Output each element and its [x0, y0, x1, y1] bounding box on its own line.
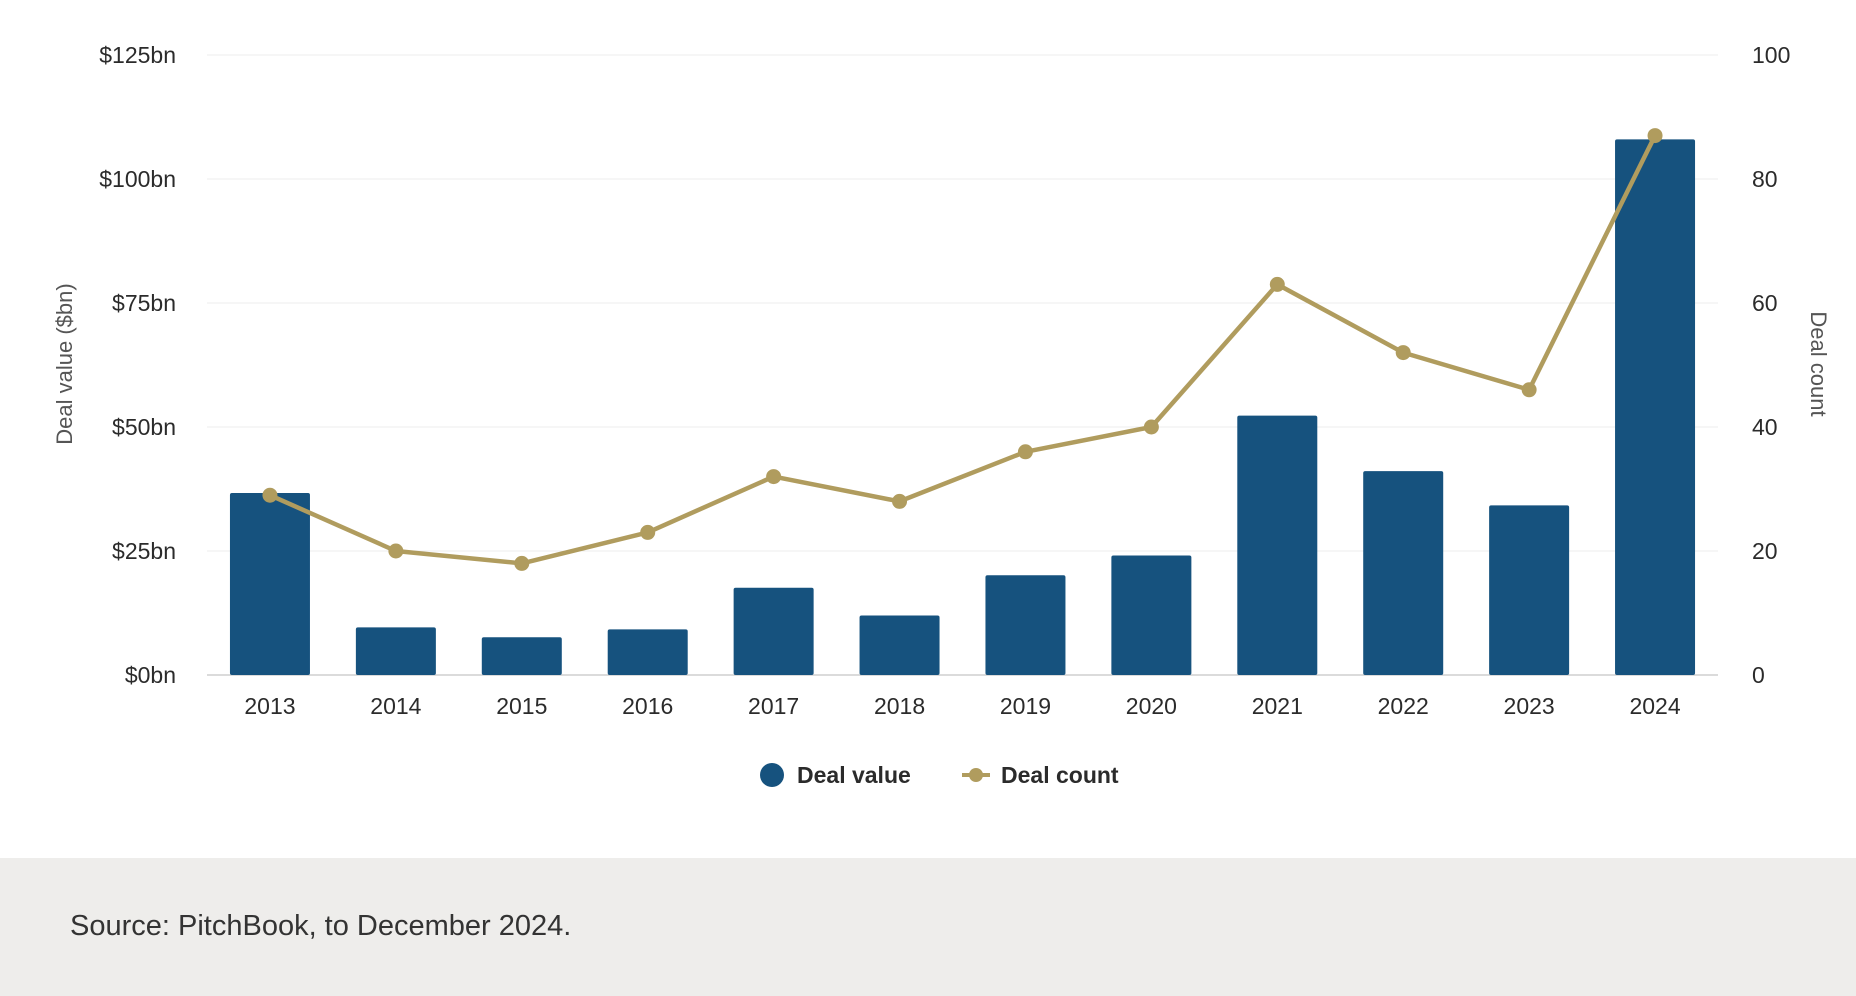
bar-series	[229, 139, 1696, 675]
bar-deal-value	[229, 492, 310, 675]
legend-deal-count-marker	[969, 768, 983, 782]
left-axis-ticks: $0bn $25bn $50bn $75bn $100bn $125bn	[99, 42, 176, 688]
right-tick-label: 0	[1752, 662, 1765, 688]
bar-deal-value	[859, 615, 940, 675]
point-deal-count	[640, 524, 656, 540]
bar-deal-value	[733, 587, 814, 675]
right-tick-label: 20	[1752, 538, 1778, 564]
x-tick-label: 2015	[496, 693, 547, 719]
bar-deal-value	[607, 629, 688, 675]
bar-deal-value	[1237, 415, 1318, 675]
right-tick-label: 100	[1752, 42, 1790, 68]
left-tick-label: $50bn	[112, 414, 176, 440]
legend-deal-value-label: Deal value	[797, 762, 911, 788]
bar-deal-value	[355, 627, 436, 675]
point-deal-count	[514, 555, 530, 571]
x-tick-label: 2019	[1000, 693, 1051, 719]
x-tick-label: 2013	[244, 693, 295, 719]
left-tick-label: $0bn	[125, 662, 176, 688]
x-tick-label: 2022	[1378, 693, 1429, 719]
x-axis-ticks: 2013 2014 2015 2016 2017 2018 2019 2020 2021 2022…	[244, 693, 1680, 719]
left-tick-label: $25bn	[112, 538, 176, 564]
x-tick-label: 2020	[1126, 693, 1177, 719]
line-series	[262, 128, 1663, 571]
point-deal-count	[1017, 444, 1033, 460]
point-deal-count	[1395, 345, 1411, 361]
bar-deal-value	[481, 637, 562, 675]
x-tick-label: 2023	[1504, 693, 1555, 719]
gridlines	[207, 54, 1718, 676]
left-tick-label: $100bn	[99, 166, 176, 192]
x-tick-label: 2021	[1252, 693, 1303, 719]
x-tick-label: 2018	[874, 693, 925, 719]
point-deal-count	[1521, 382, 1537, 398]
x-tick-label: 2024	[1629, 693, 1680, 719]
legend: Deal value Deal count	[760, 762, 1119, 788]
right-axis-ticks: 0 20 40 60 80 100	[1752, 42, 1790, 688]
point-deal-count	[1269, 276, 1285, 292]
chart-area: $0bn $25bn $50bn $75bn $100bn $125bn 0 20 40 60 8…	[52, 42, 1831, 788]
point-deal-count	[892, 493, 908, 509]
left-tick-label: $75bn	[112, 290, 176, 316]
x-tick-label: 2016	[622, 693, 673, 719]
bar-deal-value	[1363, 471, 1444, 675]
legend-deal-value-marker	[760, 763, 784, 787]
line-deal-count	[269, 134, 1658, 566]
point-deal-count	[1647, 128, 1663, 144]
right-tick-label: 60	[1752, 290, 1778, 316]
bar-deal-value	[1615, 139, 1696, 675]
point-deal-count	[766, 469, 782, 485]
x-tick-label: 2017	[748, 693, 799, 719]
x-tick-label: 2014	[370, 693, 421, 719]
right-tick-label: 80	[1752, 166, 1778, 192]
bar-deal-value	[1489, 505, 1570, 675]
left-tick-label: $125bn	[99, 42, 176, 68]
bar-deal-value	[1111, 555, 1192, 675]
bar-deal-value	[985, 575, 1066, 675]
right-tick-label: 40	[1752, 414, 1778, 440]
point-deal-count	[388, 543, 404, 559]
combo-chart: $0bn $25bn $50bn $75bn $100bn $125bn 0 20 40 60 8…	[52, 42, 1831, 788]
legend-deal-count-label: Deal count	[1001, 762, 1119, 788]
point-deal-count	[1143, 419, 1159, 435]
right-axis-title: Deal count	[1806, 311, 1831, 416]
source-footer: Source: PitchBook, to December 2024.	[0, 858, 1856, 996]
point-deal-count	[262, 487, 278, 503]
left-axis-title: Deal value ($bn)	[52, 283, 77, 444]
source-note: Source: PitchBook, to December 2024.	[70, 910, 572, 942]
